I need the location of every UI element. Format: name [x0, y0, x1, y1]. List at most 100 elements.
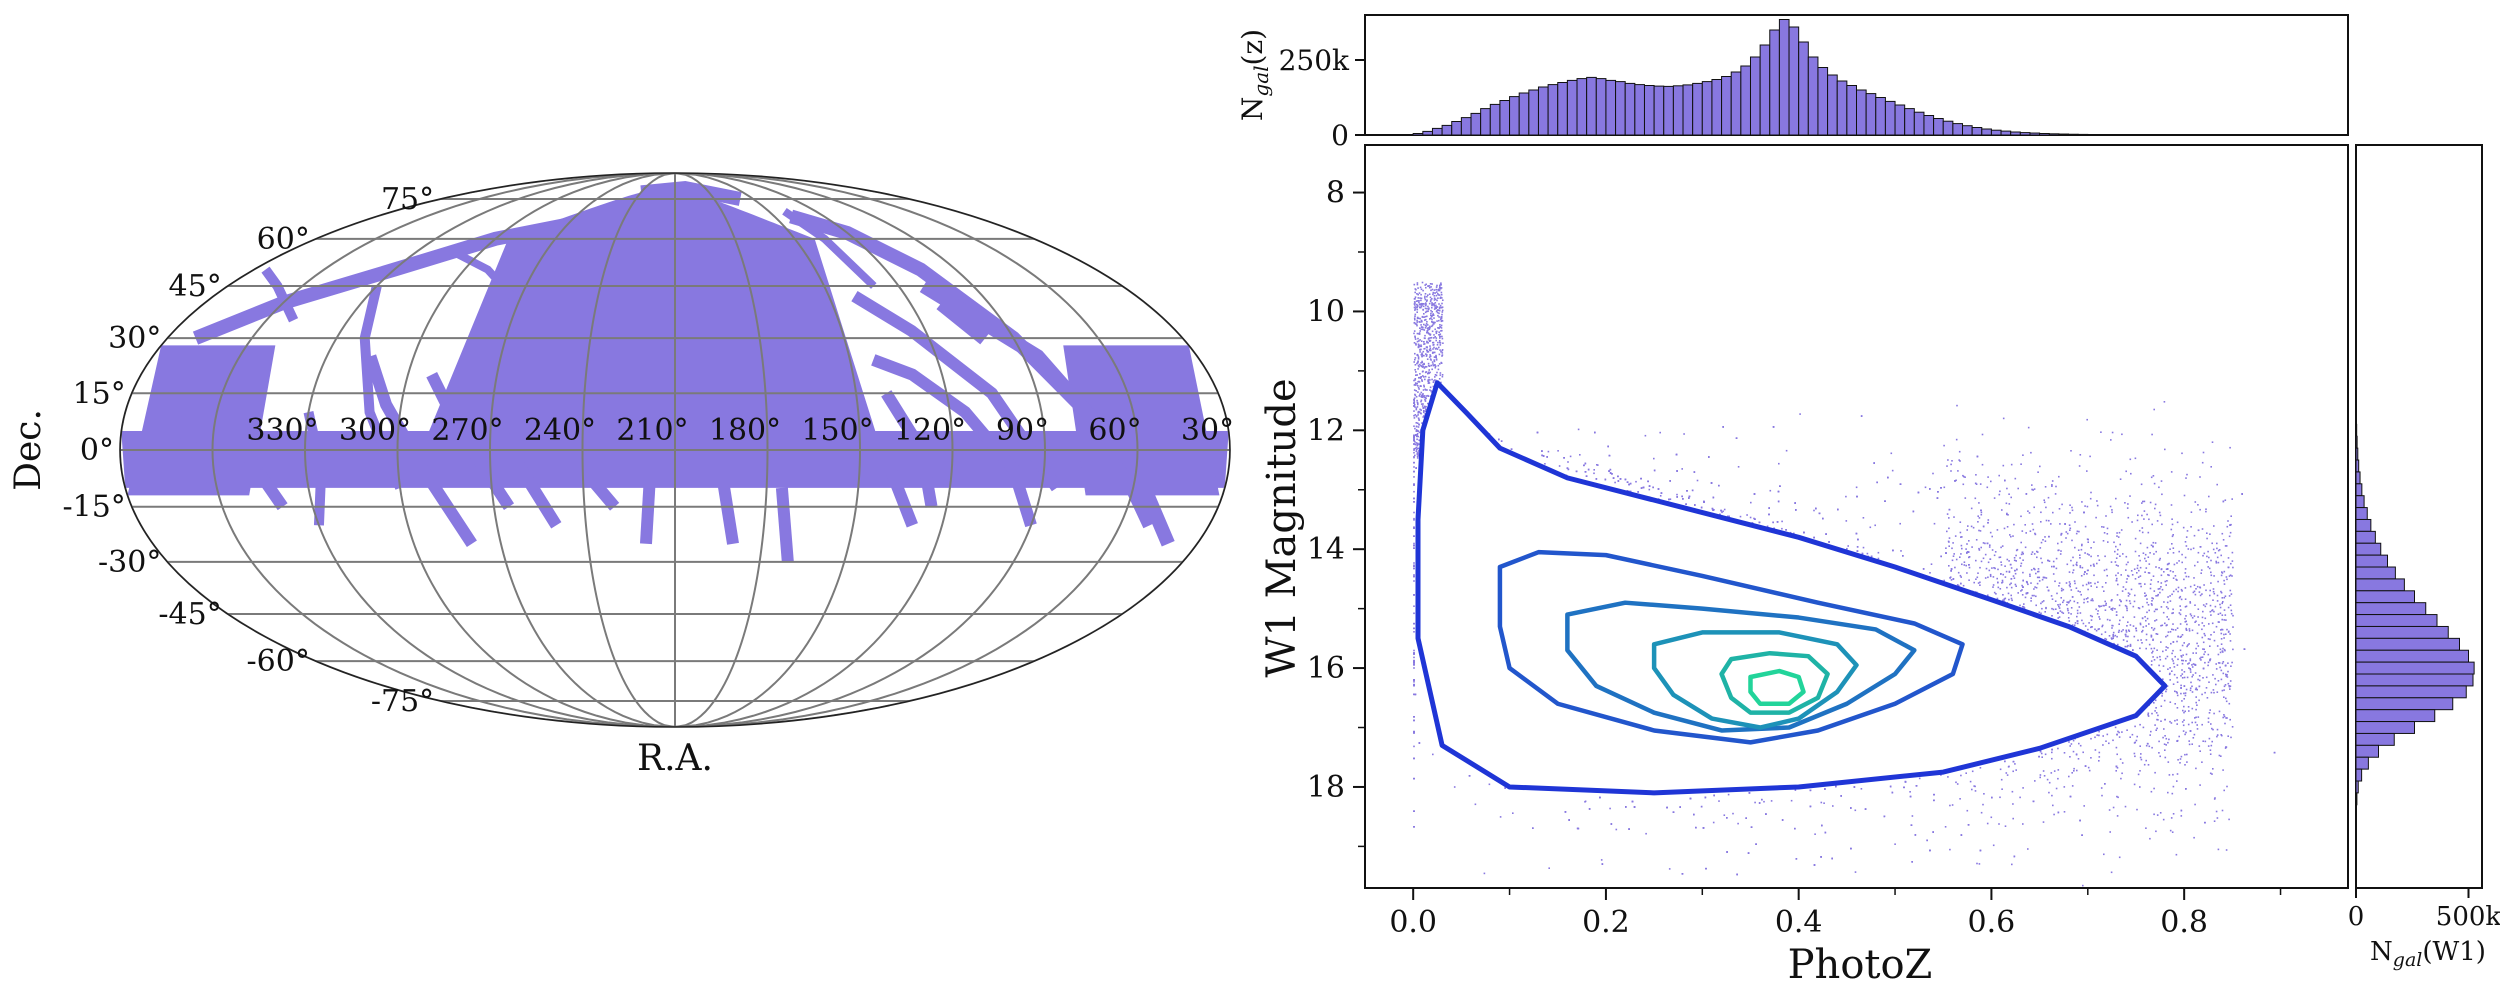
galaxy-point [2120, 777, 2122, 780]
footprint-stripe [192, 204, 645, 345]
redshift-bar [1653, 85, 1665, 136]
galaxy-point [1488, 783, 1491, 786]
ra-gridline [303, 173, 676, 727]
galaxy-point [1648, 488, 1651, 491]
redshift-bar [1537, 86, 1549, 136]
footprint-stripe [871, 354, 1037, 528]
galaxy-point [1413, 466, 1415, 468]
galaxy-point [1924, 486, 1927, 489]
galaxy-point [1862, 517, 1865, 519]
galaxy-point [1824, 788, 1826, 790]
galaxy-point [1874, 524, 1876, 527]
galaxy-point [1899, 522, 1901, 525]
galaxy-point [1413, 656, 1415, 659]
galaxy-point [1823, 802, 1825, 804]
galaxy-point [1474, 803, 1477, 806]
galaxy-point [1659, 495, 1662, 497]
galaxy-point [1558, 465, 1561, 467]
galaxy-point [2151, 712, 2153, 715]
galaxy-point [1609, 807, 1611, 810]
redshift-bar [1730, 71, 1742, 136]
redshift-bar [1672, 85, 1684, 136]
galaxy-point [1413, 649, 1415, 652]
redshift-bar [1605, 79, 1617, 136]
galaxy-point [1413, 410, 1415, 412]
galaxy-point [1660, 492, 1663, 494]
galaxy-point [1669, 498, 1672, 500]
ra-tick-label: 180° [709, 413, 781, 448]
galaxy-point [1718, 800, 1720, 802]
galaxy-point [1413, 562, 1415, 564]
ra-tick-label: 150° [801, 413, 873, 448]
galaxy-point [1413, 511, 1415, 514]
galaxy-point [1483, 872, 1486, 875]
ra-tick-label: 60° [1088, 413, 1141, 448]
galaxy-point [1413, 519, 1415, 521]
redshift-bar [1431, 127, 1443, 136]
galaxy-point [1940, 774, 1942, 776]
sky-boundary [119, 172, 1231, 728]
galaxy-point [1668, 868, 1671, 870]
galaxy-point [1413, 542, 1415, 545]
ra-gridline [581, 173, 676, 727]
galaxy-point [1593, 472, 1595, 475]
redshift-bar [2068, 133, 2079, 136]
galaxy-point [1584, 801, 1586, 803]
galaxy-point [1413, 443, 1415, 445]
redshift-bar [1807, 56, 1819, 136]
redshift-bar [1798, 41, 1809, 136]
galaxy-point [2021, 530, 2024, 532]
galaxy-point [1557, 450, 1559, 452]
galaxy-point [1959, 798, 1961, 800]
dec-tick-label: -75° [371, 684, 434, 719]
redshift-bar [1923, 115, 1935, 136]
galaxy-point [1930, 563, 1933, 565]
galaxy-point [1777, 490, 1780, 493]
ra-tick-label: 90° [996, 413, 1049, 448]
galaxy-point [1413, 379, 1415, 382]
ra-gridline [674, 173, 1047, 727]
dec-tick-label: -60° [247, 644, 310, 679]
galaxy-point [1845, 495, 1847, 498]
galaxy-point [2183, 671, 2186, 673]
sky-map: 30°60°90°120°150°180°210°240°270°300°330… [8, 172, 1234, 779]
galaxy-point [1635, 480, 1637, 483]
galaxy-point [1753, 517, 1755, 520]
top-hist-y-tick-label: 250k [1279, 44, 1350, 77]
galaxy-point [1776, 521, 1779, 523]
galaxy-point [1854, 871, 1857, 873]
galaxy-point [1653, 457, 1655, 460]
redshift-bar [2058, 133, 2070, 136]
galaxy-point [1918, 777, 1921, 780]
galaxy-point [1866, 552, 1869, 555]
galaxy-point [1766, 525, 1769, 528]
galaxy-point [1929, 488, 1931, 490]
galaxy-point [2088, 769, 2091, 772]
footprint-stripe [936, 296, 991, 345]
galaxy-point [1903, 786, 1905, 789]
redshift-bar [2010, 131, 2021, 136]
galaxy-point [2204, 691, 2206, 694]
ra-tick-label: 330° [246, 413, 318, 448]
galaxy-point [2170, 817, 2173, 819]
galaxy-point [1746, 514, 1748, 516]
galaxy-point [1413, 745, 1415, 748]
galaxy-point [1891, 469, 1894, 472]
redshift-bar [1971, 127, 1983, 136]
galaxy-point [1929, 572, 1931, 574]
redshift-bar [1913, 111, 1925, 136]
redshift-bar [1856, 89, 1867, 136]
galaxy-point [2086, 573, 2088, 575]
redshift-bar [1884, 100, 1896, 136]
galaxy-point [1799, 413, 1801, 415]
galaxy-point [1597, 464, 1599, 466]
ra-gridline [211, 173, 676, 727]
redshift-bar [1827, 74, 1838, 136]
ra-tick-label: 300° [339, 413, 411, 448]
dec-tick-label: 15° [73, 376, 126, 411]
galaxy-point [1814, 833, 1816, 835]
redshift-bar [1412, 133, 1424, 136]
galaxy-point [1432, 753, 1434, 756]
footprint-region-edge [127, 345, 276, 496]
